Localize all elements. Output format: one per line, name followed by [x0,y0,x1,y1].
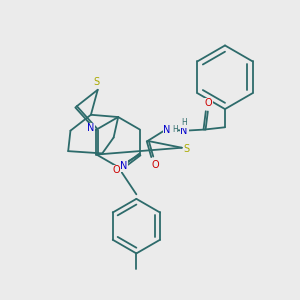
Text: S: S [94,77,100,87]
Text: N: N [87,123,94,134]
Text: N: N [120,161,128,171]
Text: S: S [183,144,189,154]
Text: N: N [164,124,171,134]
Text: O: O [112,166,120,176]
Text: N: N [180,126,188,136]
Text: O: O [204,98,212,108]
Text: H: H [172,125,178,134]
Text: O: O [152,160,160,170]
Text: H: H [181,118,187,127]
